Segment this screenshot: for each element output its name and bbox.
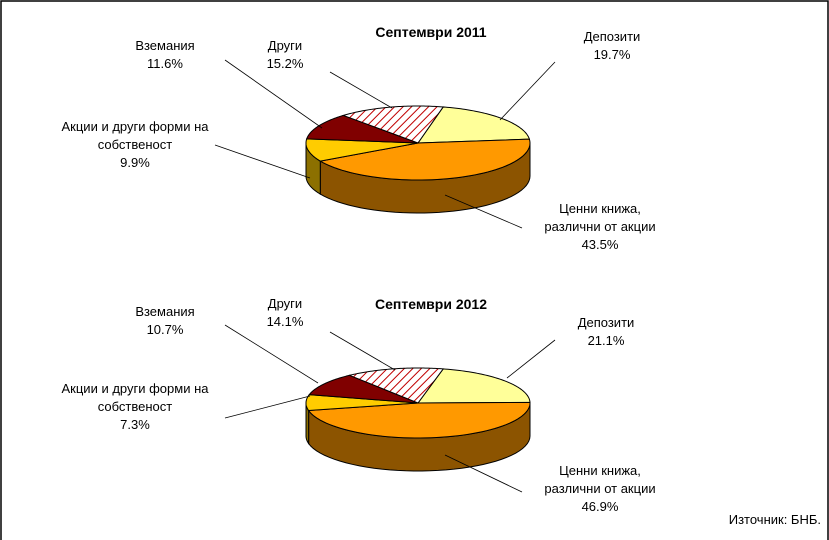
- slice-label: Ценни книжа, различни от акции 46.9%: [530, 462, 670, 516]
- leader-line: [506, 339, 556, 379]
- value-label: 21.1%: [587, 333, 625, 348]
- category-label: Ценни книжа, различни от акции: [544, 201, 656, 234]
- value-label: 10.7%: [146, 322, 184, 337]
- slice: [305, 394, 419, 412]
- value-label: 14.1%: [266, 314, 304, 329]
- slice-label: Други 14.1%: [235, 295, 335, 331]
- leader-line: [444, 194, 523, 229]
- slice: [417, 368, 531, 404]
- slice-label: Депозити 19.7%: [552, 28, 672, 64]
- slice: [318, 138, 531, 181]
- slice-label: Акции и други форми на собственост 9.9%: [55, 118, 215, 172]
- category-label: Ценни книжа, различни от акции: [544, 463, 656, 496]
- leader-line: [329, 331, 396, 371]
- category-label: Депозити: [583, 29, 641, 44]
- value-label: 11.6%: [147, 56, 183, 71]
- slice: [308, 374, 419, 404]
- chart-title: Септември 2012: [375, 296, 487, 312]
- leader-line: [499, 61, 556, 121]
- category-label: Депозити: [577, 315, 635, 330]
- source-note: Източник: БНБ.: [728, 512, 821, 527]
- value-label: 15.2%: [266, 56, 304, 71]
- slice-label: Депозити 21.1%: [546, 314, 666, 350]
- leader-line: [214, 144, 311, 179]
- category-label: Акции и други форми на собственост: [61, 119, 209, 152]
- leader-line: [224, 324, 319, 384]
- slice-label: Вземания 11.6%: [115, 37, 215, 73]
- value-label: 19.7%: [593, 47, 631, 62]
- value-label: 46.9%: [581, 499, 619, 514]
- category-label: Други: [267, 38, 303, 53]
- leader-line: [444, 454, 523, 493]
- slice-label: Вземания 10.7%: [115, 303, 215, 339]
- slice-label: Акции и други форми на собственост 7.3%: [55, 380, 215, 434]
- slice: [307, 401, 531, 439]
- category-label: Вземания: [135, 38, 195, 53]
- category-label: Акции и други форми на собственост: [61, 381, 209, 414]
- value-label: 7.3%: [120, 417, 150, 432]
- leader-line: [329, 71, 393, 109]
- leader-line: [224, 59, 323, 129]
- slice: [305, 138, 419, 162]
- category-label: Вземания: [135, 304, 195, 319]
- slice-label: Други 15.2%: [235, 37, 335, 73]
- chart-title: Септември 2011: [375, 24, 487, 40]
- slice: [347, 367, 445, 404]
- slice-label: Ценни книжа, различни от акции 43.5%: [530, 200, 670, 254]
- leader-line: [224, 395, 311, 419]
- value-label: 43.5%: [581, 237, 619, 252]
- category-label: Други: [267, 296, 303, 311]
- value-label: 9.9%: [120, 155, 150, 170]
